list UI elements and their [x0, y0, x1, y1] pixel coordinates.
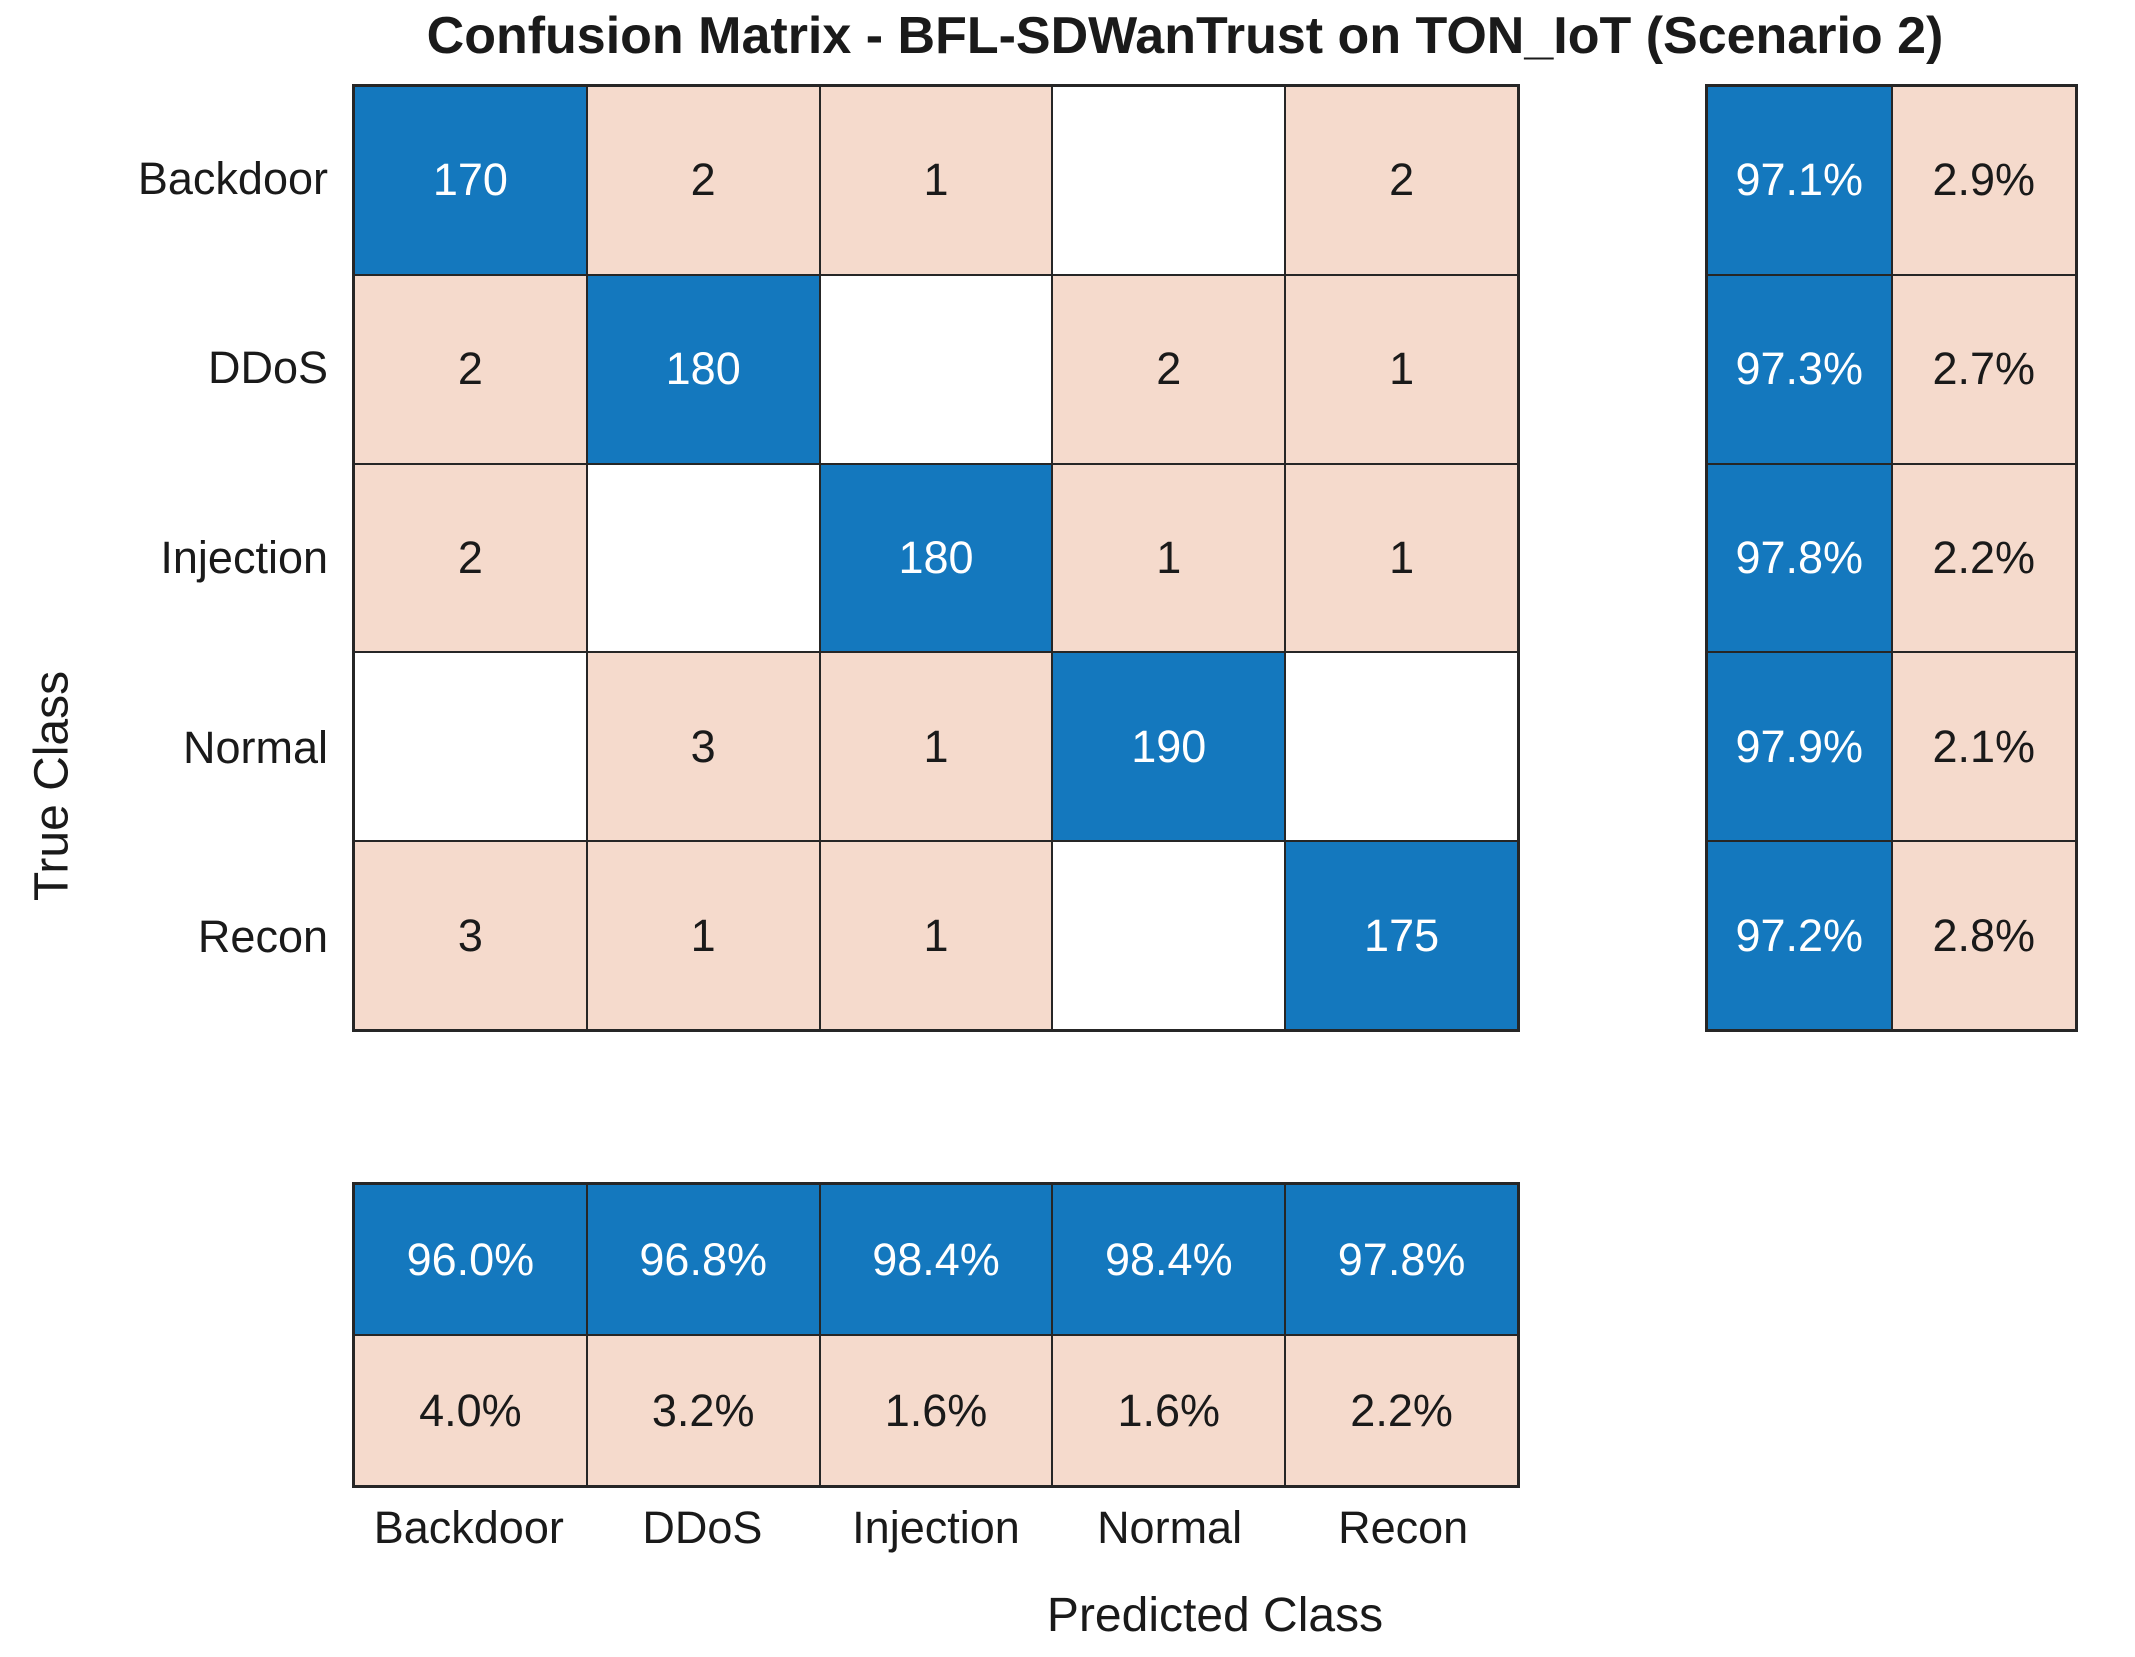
matrix-cell-Backdoor-Injection: 1 — [820, 87, 1052, 274]
y-tick-labels: Backdoor DDoS Injection Normal Recon — [0, 84, 340, 1032]
y-tick-label-Backdoor: Backdoor — [137, 152, 328, 204]
matrix-cell-Backdoor-DDoS: 2 — [587, 87, 819, 274]
matrix-cell-Recon-Backdoor: 3 — [355, 842, 586, 1029]
matrix-cell-Injection-Normal: 1 — [1053, 464, 1285, 652]
x-tick-labels: Backdoor DDoS Injection Normal Recon — [352, 1502, 1520, 1562]
row-summary-negative-Recon: 2.8% — [1892, 842, 2075, 1029]
x-tick-label-Injection: Injection — [852, 1502, 1020, 1553]
matrix-cell-Recon-DDoS: 1 — [587, 842, 819, 1029]
col-summary-positive-Backdoor: 96.0% — [355, 1185, 586, 1334]
matrix-cell-Injection-DDoS — [587, 464, 819, 652]
matrix-cell-Backdoor-Normal — [1053, 87, 1285, 274]
row-summary-positive-Recon: 97.2% — [1708, 842, 1891, 1029]
row-summary: 97.1% 2.9% 97.3% 2.7% 97.8% 2.2% 97.9% 2.1% 97.2… — [1705, 84, 2078, 1032]
matrix-cell-Injection-Recon: 1 — [1286, 464, 1517, 652]
col-summary-negative-Normal: 1.6% — [1053, 1336, 1285, 1485]
y-tick-label-DDoS: DDoS — [207, 342, 328, 394]
confusion-matrix: 170 2 1 2 2 180 2 1 2 180 1 1 3 1 190 3 1 1 175 — [352, 84, 1520, 1032]
row-summary-negative-Injection: 2.2% — [1892, 464, 2075, 652]
matrix-cell-Injection-Injection: 180 — [820, 464, 1052, 652]
matrix-cell-Normal-Injection: 1 — [820, 653, 1052, 841]
matrix-cell-DDoS-Recon: 1 — [1286, 275, 1517, 463]
matrix-cell-Recon-Normal — [1053, 842, 1285, 1029]
row-summary-positive-DDoS: 97.3% — [1708, 275, 1891, 463]
col-summary-positive-DDoS: 96.8% — [587, 1185, 819, 1334]
x-tick-label-Recon: Recon — [1338, 1502, 1469, 1553]
x-axis-label: Predicted Class — [1046, 1589, 1384, 1642]
matrix-cell-Normal-DDoS: 3 — [587, 653, 819, 841]
matrix-cell-Recon-Recon: 175 — [1286, 842, 1517, 1029]
x-tick-label-DDoS: DDoS — [642, 1502, 763, 1553]
matrix-cell-Backdoor-Recon: 2 — [1286, 87, 1517, 274]
matrix-cell-Normal-Recon — [1286, 653, 1517, 841]
col-summary-positive-Normal: 98.4% — [1053, 1185, 1285, 1334]
matrix-cell-Backdoor-Backdoor: 170 — [355, 87, 586, 274]
col-summary-negative-Injection: 1.6% — [820, 1336, 1052, 1485]
matrix-cell-DDoS-Backdoor: 2 — [355, 275, 586, 463]
row-summary-positive-Normal: 97.9% — [1708, 653, 1891, 841]
matrix-cell-Normal-Normal: 190 — [1053, 653, 1285, 841]
matrix-cell-Normal-Backdoor — [355, 653, 586, 841]
chart-title: Confusion Matrix - BFL-SDWanTrust on TON… — [426, 7, 1944, 65]
x-tick-label-Normal: Normal — [1097, 1502, 1243, 1553]
matrix-cell-DDoS-Normal: 2 — [1053, 275, 1285, 463]
row-summary-negative-Normal: 2.1% — [1892, 653, 2075, 841]
matrix-cell-DDoS-Injection — [820, 275, 1052, 463]
row-summary-negative-Backdoor: 2.9% — [1892, 87, 2075, 274]
y-tick-label-Recon: Recon — [197, 911, 328, 963]
row-summary-positive-Injection: 97.8% — [1708, 464, 1891, 652]
matrix-cell-Injection-Backdoor: 2 — [355, 464, 586, 652]
y-tick-label-Normal: Normal — [182, 721, 328, 773]
col-summary-positive-Injection: 98.4% — [820, 1185, 1052, 1334]
col-summary-negative-Recon: 2.2% — [1286, 1336, 1517, 1485]
y-tick-label-Injection: Injection — [160, 531, 328, 583]
col-summary-negative-DDoS: 3.2% — [587, 1336, 819, 1485]
col-summary-negative-Backdoor: 4.0% — [355, 1336, 586, 1485]
x-tick-label-Backdoor: Backdoor — [373, 1502, 564, 1553]
matrix-cell-Recon-Injection: 1 — [820, 842, 1052, 1029]
matrix-cell-DDoS-DDoS: 180 — [587, 275, 819, 463]
column-summary: 96.0% 96.8% 98.4% 98.4% 97.8% 4.0% 3.2% 1.6% 1.6… — [352, 1182, 1520, 1488]
row-summary-positive-Backdoor: 97.1% — [1708, 87, 1891, 274]
row-summary-negative-DDoS: 2.7% — [1892, 275, 2075, 463]
col-summary-positive-Recon: 97.8% — [1286, 1185, 1517, 1334]
